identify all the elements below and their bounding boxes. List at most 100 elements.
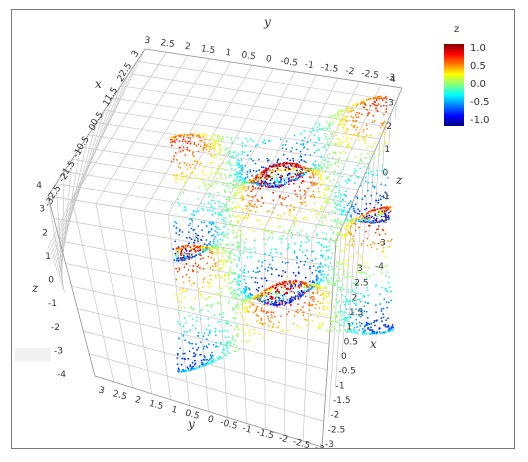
data-point <box>388 276 390 279</box>
data-point <box>288 210 291 213</box>
data-point <box>212 361 215 363</box>
data-point <box>188 164 191 167</box>
data-point <box>224 149 227 151</box>
data-point <box>251 182 254 185</box>
data-point <box>348 232 351 235</box>
data-point <box>350 205 353 208</box>
data-point <box>175 249 177 252</box>
data-point <box>381 210 384 213</box>
data-point <box>230 324 233 327</box>
data-point <box>380 269 383 271</box>
data-point <box>293 134 296 137</box>
data-point <box>243 287 245 290</box>
data-point <box>235 312 237 314</box>
data-point <box>177 321 179 323</box>
data-point <box>370 145 372 148</box>
data-point <box>227 208 230 211</box>
data-point <box>222 348 224 351</box>
data-point <box>313 144 316 147</box>
data-point <box>325 258 327 261</box>
data-point <box>244 248 246 251</box>
data-point <box>384 96 387 99</box>
data-point <box>260 277 263 280</box>
data-point <box>311 272 314 274</box>
data-point <box>207 310 210 312</box>
data-point <box>299 244 302 247</box>
data-point <box>266 178 268 181</box>
data-point <box>388 327 390 329</box>
data-point <box>222 137 224 140</box>
data-point <box>238 166 240 169</box>
data-point <box>236 325 239 327</box>
data-point <box>349 227 352 230</box>
data-point <box>244 297 247 300</box>
data-point <box>297 285 300 288</box>
data-point <box>320 223 322 226</box>
data-point <box>345 301 347 303</box>
data-point <box>220 205 223 208</box>
scatter3d-plot[interactable]: 3 2.5 2 1.5 1 0.5 0 -0.5 -1 -1.5 -2 -2.5 -33 2.5 2 1.5 1… <box>12 10 515 449</box>
data-point <box>264 291 267 294</box>
data-point <box>221 351 224 354</box>
data-point <box>239 311 242 314</box>
data-point <box>306 324 308 327</box>
data-point <box>310 296 312 299</box>
data-point <box>318 173 321 175</box>
data-point <box>275 284 277 287</box>
data-point <box>227 243 230 246</box>
data-point <box>335 224 338 227</box>
data-point <box>228 277 230 280</box>
data-point <box>268 320 271 322</box>
top-y-tick: 0 <box>265 54 272 65</box>
data-point <box>384 191 387 194</box>
data-point <box>338 184 341 187</box>
data-point <box>266 299 269 301</box>
data-point <box>316 232 318 235</box>
data-point <box>351 243 354 246</box>
data-point <box>364 180 367 183</box>
data-point <box>253 247 256 249</box>
data-point <box>271 256 274 259</box>
data-point <box>305 285 308 288</box>
top-y-tick: -1 <box>304 60 314 71</box>
grid-line <box>55 183 64 290</box>
data-point <box>321 171 324 174</box>
data-point <box>267 230 270 233</box>
data-point <box>380 310 383 312</box>
data-point <box>191 252 194 255</box>
data-point <box>340 324 342 327</box>
data-point <box>291 285 293 287</box>
data-point <box>323 214 326 217</box>
data-point <box>351 289 354 291</box>
data-point <box>213 207 216 210</box>
data-point <box>357 332 359 335</box>
data-point <box>354 203 357 206</box>
data-point <box>278 185 281 188</box>
data-point <box>193 228 196 231</box>
data-point <box>209 266 212 269</box>
data-point <box>326 141 329 144</box>
data-point <box>316 129 319 132</box>
data-point <box>216 226 219 229</box>
data-point <box>378 328 381 330</box>
data-point <box>323 189 326 192</box>
data-point <box>342 311 345 313</box>
data-point <box>332 279 335 282</box>
data-point <box>339 200 342 203</box>
data-point <box>358 162 360 165</box>
data-point <box>209 138 212 141</box>
data-point <box>300 182 303 184</box>
data-point <box>242 188 245 191</box>
data-point <box>291 178 294 181</box>
data-point <box>335 261 338 264</box>
data-point <box>239 253 242 256</box>
data-point <box>328 241 331 244</box>
data-point <box>358 216 361 218</box>
data-point <box>380 272 383 275</box>
data-point <box>381 320 383 322</box>
data-point <box>380 220 382 223</box>
data-point <box>228 214 231 216</box>
data-point <box>238 295 241 297</box>
data-point <box>303 146 306 149</box>
data-point <box>197 225 200 227</box>
